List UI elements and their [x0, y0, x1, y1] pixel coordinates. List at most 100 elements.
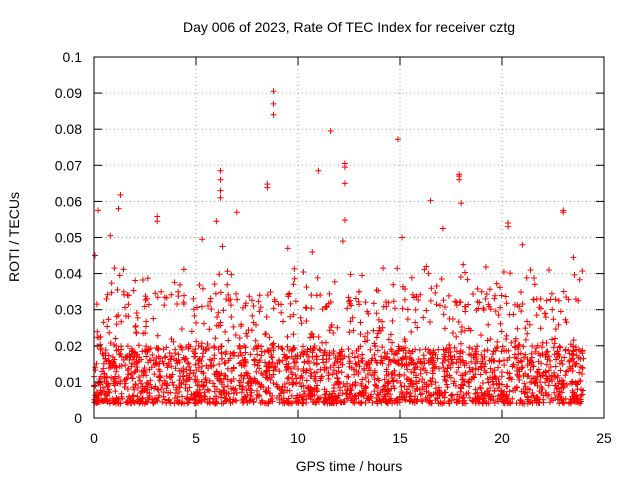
- data-point: [543, 361, 550, 368]
- data-point: [220, 307, 227, 314]
- data-point: [211, 281, 218, 288]
- data-point: [121, 384, 128, 391]
- data-point: [269, 359, 276, 366]
- data-point: [385, 336, 392, 343]
- x-tick-label: 15: [392, 430, 408, 446]
- data-point: [170, 355, 177, 362]
- data-point: [172, 365, 179, 372]
- data-point: [323, 365, 330, 372]
- data-point: [251, 375, 258, 382]
- data-point: [482, 295, 489, 302]
- data-point: [263, 313, 270, 320]
- data-point: [355, 392, 362, 399]
- data-point: [495, 385, 502, 392]
- data-point: [201, 392, 208, 399]
- data-point: [389, 339, 396, 346]
- data-point: [193, 319, 200, 326]
- data-point: [267, 397, 274, 404]
- data-point: [186, 384, 193, 391]
- data-point: [349, 393, 356, 400]
- data-point: [371, 342, 378, 349]
- data-point: [172, 350, 179, 357]
- data-point: [122, 361, 129, 368]
- data-point: [551, 351, 558, 358]
- data-point: [524, 318, 531, 325]
- data-point: [445, 356, 452, 363]
- data-point: [206, 326, 213, 333]
- data-point: [321, 349, 328, 356]
- data-point: [175, 351, 182, 358]
- data-point: [305, 360, 312, 367]
- data-point: [171, 279, 178, 286]
- data-point: [101, 388, 108, 395]
- data-point: [527, 266, 534, 273]
- data-point: [467, 368, 474, 375]
- data-point: [167, 389, 174, 396]
- data-point: [124, 385, 131, 392]
- data-point: [368, 372, 375, 379]
- data-point: [427, 377, 434, 384]
- data-point: [316, 346, 323, 353]
- data-point: [509, 395, 516, 402]
- data-point: [252, 337, 259, 344]
- data-point: [490, 397, 497, 404]
- x-tick-label: 10: [290, 430, 306, 446]
- data-point: [176, 359, 183, 366]
- data-point: [419, 376, 426, 383]
- data-point: [222, 328, 229, 335]
- data-point: [456, 176, 463, 183]
- data-point: [103, 295, 110, 302]
- data-point: [402, 353, 409, 360]
- data-point: [100, 384, 107, 391]
- data-point: [151, 385, 158, 392]
- data-point: [387, 391, 394, 398]
- data-point: [446, 372, 453, 379]
- y-tick-label: 0.09: [55, 85, 82, 101]
- data-point: [573, 360, 580, 367]
- data-point: [567, 341, 574, 348]
- data-point: [108, 280, 115, 287]
- data-point: [482, 361, 489, 368]
- data-point: [222, 359, 229, 366]
- data-point: [245, 379, 252, 386]
- data-point: [183, 366, 190, 373]
- data-point: [412, 393, 419, 400]
- data-point: [483, 291, 490, 298]
- data-point: [160, 389, 167, 396]
- data-point: [462, 308, 469, 315]
- data-point: [244, 333, 251, 340]
- data-point: [436, 365, 443, 372]
- data-point: [552, 296, 559, 303]
- data-point: [432, 289, 439, 296]
- data-point: [227, 400, 234, 407]
- data-point: [408, 328, 415, 335]
- data-point: [221, 383, 228, 390]
- data-point: [421, 360, 428, 367]
- data-point: [547, 296, 554, 303]
- data-point: [506, 311, 513, 318]
- data-point: [139, 388, 146, 395]
- data-point: [264, 291, 271, 298]
- data-point: [577, 355, 584, 362]
- data-point: [253, 368, 260, 375]
- data-point: [267, 377, 274, 384]
- data-point: [398, 383, 405, 390]
- data-point: [561, 354, 568, 361]
- data-point: [326, 290, 333, 297]
- data-point: [358, 380, 365, 387]
- data-point: [485, 400, 492, 407]
- data-point: [506, 354, 513, 361]
- data-point: [423, 307, 430, 314]
- data-point: [337, 399, 344, 406]
- data-point: [357, 343, 364, 350]
- data-point: [270, 380, 277, 387]
- data-point: [247, 375, 254, 382]
- data-point: [132, 277, 139, 284]
- data-point: [432, 385, 439, 392]
- data-point: [445, 398, 452, 405]
- data-point: [97, 333, 104, 340]
- data-point: [326, 352, 333, 359]
- data-point: [279, 357, 286, 364]
- data-point: [454, 391, 461, 398]
- data-point: [94, 398, 101, 405]
